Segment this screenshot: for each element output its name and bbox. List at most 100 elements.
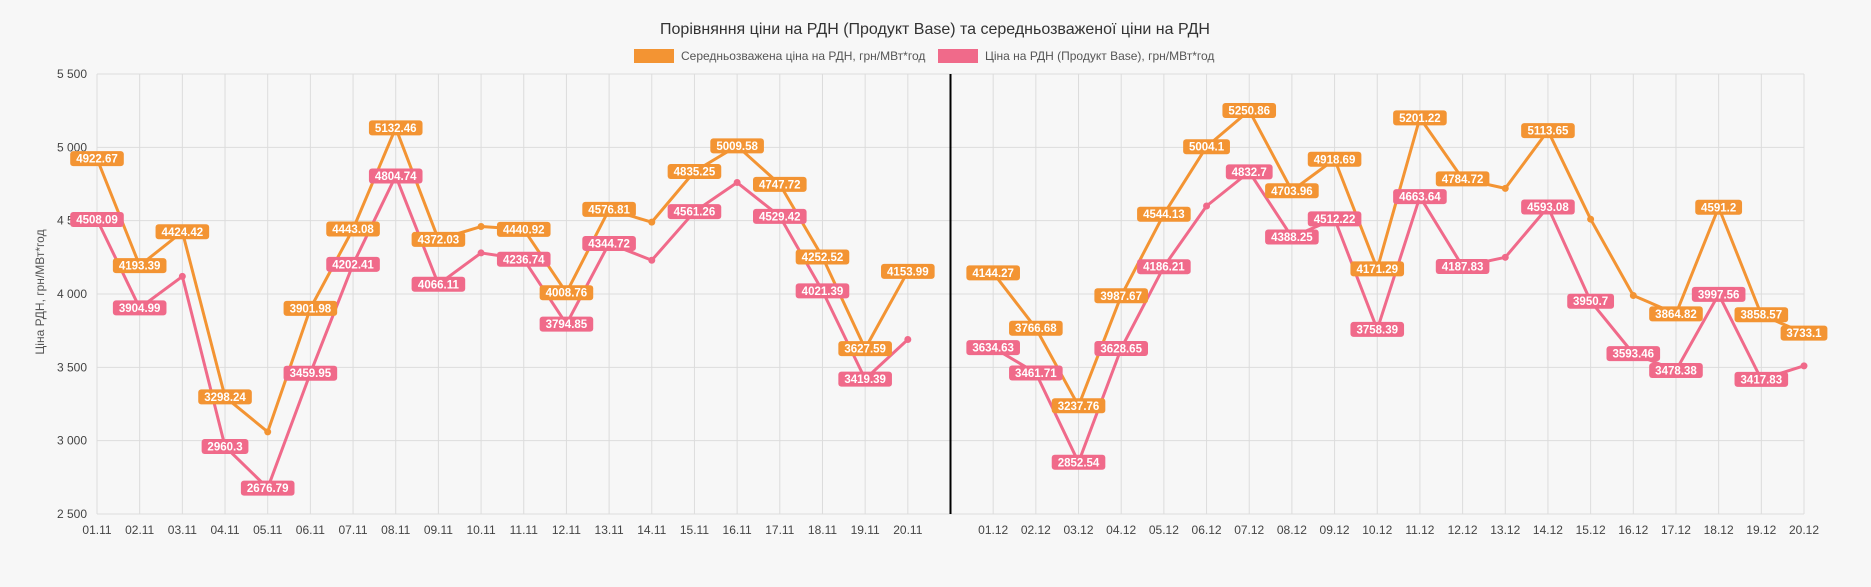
data-label-box [1734, 307, 1789, 323]
x-tick-label: 08.12 [1277, 523, 1307, 537]
data-label: 3461.71 [1015, 368, 1057, 380]
x-tick-label: 17.12 [1661, 523, 1691, 537]
data-label: 4922.67 [76, 154, 118, 166]
data-label: 3237.76 [1058, 401, 1100, 413]
data-label: 4832.7 [1232, 167, 1267, 179]
x-tick-label: 11.12 [1405, 523, 1434, 537]
data-label: 3628.65 [1100, 343, 1142, 355]
x-tick-label: 16.11 [723, 523, 752, 537]
data-label: 4144.27 [972, 268, 1014, 280]
data-label: 4344.72 [588, 238, 630, 250]
data-label: 4576.81 [588, 204, 630, 216]
data-label: 3417.83 [1741, 374, 1783, 386]
data-label: 3627.59 [844, 344, 886, 356]
data-point [1587, 215, 1595, 223]
data-point [1203, 202, 1211, 210]
x-tick-label: 19.11 [851, 523, 880, 537]
x-tick-label: 16.12 [1618, 523, 1648, 537]
data-label-box [1350, 321, 1405, 337]
data-label-box [1780, 325, 1828, 341]
data-label: 5004.1 [1189, 142, 1225, 154]
data-label: 4804.74 [375, 171, 417, 183]
data-label: 3997.56 [1698, 289, 1740, 301]
data-label-box [966, 265, 1020, 281]
data-label-box [283, 300, 338, 316]
data-label-box [1521, 123, 1575, 139]
data-label: 4186.21 [1143, 262, 1185, 274]
data-label: 4424.42 [162, 227, 204, 239]
data-label-box [326, 221, 380, 237]
data-label-box [1606, 346, 1661, 362]
data-label: 4918.69 [1314, 154, 1356, 166]
data-label-box [1695, 199, 1743, 215]
data-label-box [283, 365, 338, 381]
data-label-box [201, 438, 249, 454]
legend-swatch-base [938, 49, 978, 63]
data-label-box [112, 258, 167, 274]
x-tick-label: 01.11 [82, 523, 111, 537]
data-label: 4066.11 [418, 279, 460, 291]
x-tick-label: 15.11 [680, 523, 709, 537]
y-tick-label: 3 000 [57, 434, 87, 448]
data-label: 4202.41 [332, 259, 374, 271]
data-label-box [753, 208, 807, 224]
x-tick-label: 03.11 [168, 523, 197, 537]
data-label: 4021.39 [802, 286, 844, 298]
data-label-box [496, 251, 551, 267]
data-label: 4784.72 [1442, 174, 1484, 186]
data-label-box [1393, 110, 1447, 126]
data-label: 4544.13 [1143, 209, 1185, 221]
data-label-box [539, 316, 594, 332]
data-label-box [582, 201, 636, 217]
data-label: 3478.38 [1655, 366, 1697, 378]
data-label-box [70, 211, 124, 227]
data-label-box [1051, 454, 1106, 470]
grid [96, 73, 1805, 515]
x-tick-label: 12.12 [1448, 523, 1478, 537]
data-label-box [70, 151, 124, 167]
data-label: 3758.39 [1356, 324, 1398, 336]
data-point [1800, 362, 1808, 370]
data-label: 4171.29 [1356, 264, 1398, 276]
data-label: 3419.39 [844, 374, 886, 386]
y-tick-label: 2 500 [57, 507, 87, 521]
data-label: 3987.67 [1100, 291, 1142, 303]
y-axis-label: Ціна РДН, грн/МВт*год [33, 229, 47, 354]
data-label: 4193.39 [119, 261, 161, 273]
data-label: 4443.08 [332, 224, 374, 236]
x-tick-label: 15.12 [1576, 523, 1606, 537]
data-label-box [1225, 164, 1273, 180]
x-tick-label: 02.11 [125, 523, 154, 537]
data-label-box [1222, 103, 1277, 119]
data-label: 4747.72 [759, 179, 801, 191]
data-label: 3733.1 [1786, 328, 1822, 340]
y-tick-label: 3 500 [57, 360, 87, 374]
data-label-box [667, 163, 722, 179]
data-label-box [411, 231, 466, 247]
data-label: 4187.83 [1442, 261, 1484, 273]
data-point [1501, 253, 1509, 261]
legend-swatch-weighted [634, 49, 674, 63]
data-point [904, 335, 912, 343]
data-label-box [368, 168, 423, 184]
data-label: 3904.99 [119, 303, 161, 315]
data-label: 5113.65 [1527, 126, 1569, 138]
x-tick-label: 04.11 [210, 523, 239, 537]
data-label: 5132.46 [375, 123, 417, 135]
data-label-box [1393, 189, 1447, 205]
data-label-box [411, 276, 466, 292]
y-tick-label: 4 000 [57, 287, 87, 301]
data-label-box [1435, 258, 1490, 274]
data-label: 4440.92 [503, 224, 545, 236]
data-point [1629, 291, 1637, 299]
data-label-box [795, 283, 850, 299]
data-label-box [710, 138, 764, 154]
chart-title: Порівняння ціни на РДН (Продукт Base) та… [660, 21, 1210, 38]
data-label-box [1183, 139, 1230, 155]
y-tick-label: 5 500 [57, 67, 87, 81]
x-tick-label: 01.12 [978, 523, 1008, 537]
x-tick-label: 08.11 [381, 523, 410, 537]
x-tick-label: 05.11 [253, 523, 282, 537]
